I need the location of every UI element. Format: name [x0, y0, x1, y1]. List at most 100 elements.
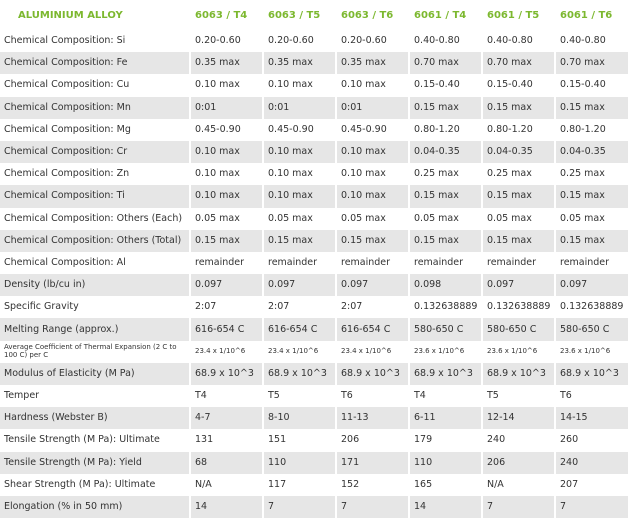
cell-value: 0.25 max — [409, 163, 483, 186]
cell-value: 0.10 max — [263, 140, 337, 164]
cell-value: T5 — [482, 385, 556, 408]
cell-value: 206 — [482, 451, 556, 474]
cell-value: 0.25 max — [560, 168, 605, 180]
cell-value: 0.15 max — [555, 96, 628, 119]
cell-value: 2:07 — [263, 296, 337, 319]
table-row: Chemical Composition: Mn 0:01 0:01 0:01 0.15… — [0, 96, 628, 119]
cell-value: 23.4 x 1/10^6 — [263, 340, 337, 363]
cell-value: 131 — [190, 429, 264, 452]
property-label: Melting Range (approx.) — [0, 318, 191, 341]
cell-value: 0.097 — [263, 274, 337, 297]
table-row: Chemical Composition: Al remainder remaind… — [0, 251, 628, 275]
property-label: Chemical Composition: Others (Total) — [0, 229, 191, 252]
cell-value: T4 — [190, 385, 264, 408]
cell-value: 0.10 max — [336, 140, 410, 164]
cell-value: N/A — [482, 473, 556, 496]
cell-value: 8-10 — [263, 407, 337, 430]
cell-value: 0.80-1.20 — [409, 118, 483, 141]
table-header: ALUMINIUM ALLOY 6063 / T4 6063 / T5 6063 / … — [0, 0, 628, 30]
property-label: Shear Strength (M Pa): Ultimate — [0, 473, 191, 496]
cell-value: 0.10 max — [263, 163, 337, 186]
cell-value: 0.15-0.40 — [482, 74, 556, 97]
cell-value: 0.15 max — [482, 229, 556, 252]
column-header: 6063 / T6 — [336, 0, 410, 30]
cell-value: 240 — [555, 451, 628, 474]
cell-value: 23.6 x 1/10^6 — [409, 340, 483, 363]
cell-value: 0.04-0.35 — [409, 140, 483, 164]
table-row: Chemical Composition: Others (Each) 0.05 … — [0, 207, 628, 230]
cell-value: 0.10 max — [190, 185, 264, 208]
cell-value: 151 — [263, 429, 337, 452]
cell-value: 0.15 max — [263, 229, 337, 252]
cell-value: remainder — [409, 251, 483, 275]
table-row: Chemical Composition: Fe 0.35 max 0.35 max… — [0, 52, 628, 75]
column-header: 6061 / T5 — [482, 0, 556, 30]
cell-value: 0.05 max — [336, 207, 410, 230]
cell-value: T6 — [336, 385, 410, 408]
table-row: Chemical Composition: Zn 0.10 max 0.10 max… — [0, 163, 628, 186]
property-label: Temper — [0, 385, 191, 408]
property-label: Elongation (% in 50 mm) — [0, 495, 191, 519]
property-label: Chemical Composition: Al — [0, 251, 191, 275]
cell-value: 0.132638889 — [409, 296, 483, 319]
cell-value: 0.15 max — [409, 185, 483, 208]
cell-value: 0.20-0.60 — [190, 30, 264, 53]
table-row: Temper T4 T5 T6 T4 T5 T6 — [0, 385, 628, 408]
cell-value: 110 — [409, 451, 483, 474]
property-label: Chemical Composition: Ti — [0, 185, 191, 208]
property-label: Average Coefficient of Thermal Expansion… — [0, 340, 191, 363]
cell-value: 0.20-0.60 — [263, 30, 337, 53]
cell-value: 0.05 max — [263, 207, 337, 230]
cell-value: 0.10 max — [190, 163, 264, 186]
table-row: Average Coefficient of Thermal Expansion… — [0, 340, 628, 363]
cell-value: 0.35 max — [336, 52, 410, 75]
cell-value: 0.80-1.20 — [560, 123, 606, 135]
cell-value: 0.70 max — [482, 52, 556, 75]
column-header: 6061 / T6 — [555, 0, 628, 30]
cell-value: 0:01 — [263, 96, 337, 119]
table-row: Chemical Composition: Ti 0.10 max 0.10 max… — [0, 185, 628, 208]
cell-value: 14 — [409, 495, 483, 519]
cell-value: 0:01 — [336, 96, 410, 119]
cell-value: T4 — [409, 385, 483, 408]
cell-value: 0.15 max — [555, 185, 628, 208]
table-row: Shear Strength (M Pa): Ultimate N/A 117 152… — [0, 473, 628, 496]
cell-value: 2:07 — [336, 296, 410, 319]
property-label: Hardness (Webster B) — [0, 407, 191, 430]
cell-value: 0.05 max — [409, 207, 483, 230]
cell-value: 68.9 x 10^3 — [263, 362, 337, 385]
table-row: Melting Range (approx.) 616-654 C 616-654 … — [0, 318, 628, 341]
table-row: Chemical Composition: Cu 0.10 max 0.10 max… — [0, 74, 628, 97]
table-row: Tensile Strength (M Pa): Yield 68 110 171 11… — [0, 451, 628, 474]
table-row: Modulus of Elasticity (M Pa) 68.9 x 10^3 6… — [0, 362, 628, 385]
cell-value: 616-654 C — [190, 318, 264, 341]
cell-value: 0.40-0.80 — [409, 30, 483, 53]
cell-value: 0.04-0.35 — [482, 140, 556, 164]
cell-value: 23.4 x 1/10^6 — [336, 340, 410, 363]
table-row: Chemical Composition: Cr 0.10 max 0.10 max… — [0, 140, 628, 164]
property-label: Chemical Composition: Others (Each) — [0, 207, 191, 230]
cell-value: 2:07 — [190, 296, 264, 319]
cell-value: 0.15 max — [555, 229, 628, 252]
cell-value: 23.4 x 1/10^6 — [190, 340, 264, 363]
cell-value: 0.05 max — [560, 212, 605, 224]
cell-value: 0.10 max — [263, 185, 337, 208]
property-label: Chemical Composition: Zn — [0, 163, 191, 186]
cell-value: remainder — [482, 251, 556, 275]
property-label: Tensile Strength (M Pa): Yield — [0, 451, 191, 474]
table-row: Chemical Composition: Si 0.20-0.60 0.20-0.… — [0, 30, 628, 53]
cell-value: 0.10 max — [263, 74, 337, 97]
cell-value: T6 — [560, 390, 572, 402]
cell-value: 206 — [336, 429, 410, 452]
cell-value: 0.10 max — [336, 74, 410, 97]
table-row: Tensile Strength (M Pa): Ultimate 131 151 2… — [0, 429, 628, 452]
cell-value: 0:01 — [190, 96, 264, 119]
cell-value: 68 — [190, 451, 264, 474]
cell-value: 0.132638889 — [482, 296, 556, 319]
cell-value: 0.40-0.80 — [560, 35, 606, 47]
property-label: Chemical Composition: Cu — [0, 74, 191, 97]
table-row: Chemical Composition: Mg 0.45-0.90 0.45-0.… — [0, 118, 628, 141]
cell-value: 0.15 max — [190, 229, 264, 252]
column-header: 6063 / T4 — [190, 0, 264, 30]
